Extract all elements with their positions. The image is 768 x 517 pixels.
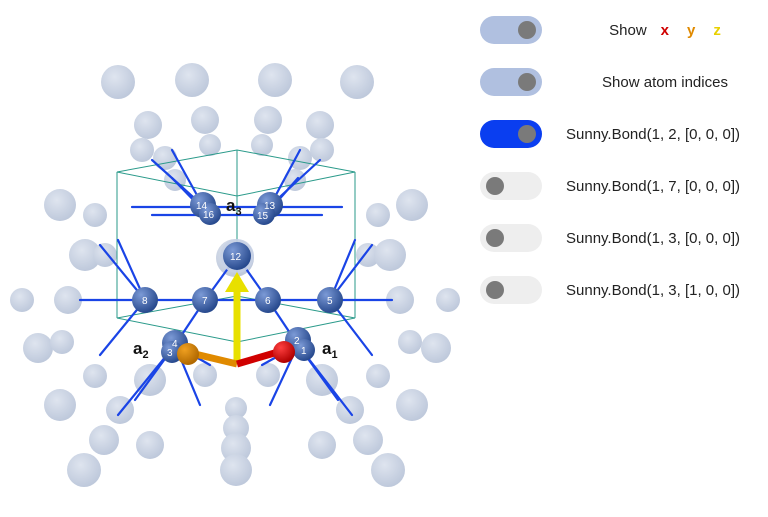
atom-label-12: 12 bbox=[230, 252, 242, 263]
lattice-vector-a2-label: a2 bbox=[133, 339, 149, 361]
atom-3 bbox=[161, 341, 183, 363]
bond-1-2-toggle[interactable] bbox=[480, 120, 542, 148]
z-axis-legend: z bbox=[713, 22, 721, 39]
atom-label-7: 7 bbox=[202, 296, 208, 307]
toggle-knob bbox=[486, 177, 504, 195]
bond-row-2: Sunny.Bond(1, 7, [0, 0, 0]) bbox=[470, 170, 768, 202]
bond-1-3-toggle[interactable] bbox=[480, 224, 542, 252]
show-axes-row: Show x y z bbox=[470, 14, 768, 46]
bond-1-7-label: Sunny.Bond(1, 7, [0, 0, 0]) bbox=[566, 178, 740, 195]
axes-arrows bbox=[177, 272, 295, 368]
atom-label-16: 16 bbox=[203, 210, 215, 221]
atom-7 bbox=[192, 287, 218, 313]
x-axis-arrowhead bbox=[273, 341, 295, 363]
x-axis-arrow bbox=[236, 348, 279, 368]
atom-15 bbox=[253, 203, 275, 225]
atom-label-8: 8 bbox=[142, 296, 148, 307]
y-axis-arrowhead bbox=[177, 343, 199, 365]
bond-row-1: Sunny.Bond(1, 2, [0, 0, 0]) bbox=[470, 118, 768, 150]
crystal-scene: 14 16 13 15 12 8 7 6 5 4 3 2 1 a3 bbox=[10, 63, 460, 487]
toggle-knob bbox=[518, 21, 536, 39]
bond-1-3-label: Sunny.Bond(1, 3, [0, 0, 0]) bbox=[566, 230, 740, 247]
toggle-knob bbox=[518, 125, 536, 143]
y-axis-legend: y bbox=[687, 22, 696, 39]
show-axes-label: Show x y z bbox=[570, 22, 760, 39]
lattice-vector-a1-label: a1 bbox=[322, 339, 338, 361]
atom-6 bbox=[255, 287, 281, 313]
atom-label-14: 14 bbox=[196, 201, 208, 212]
atom-16 bbox=[199, 203, 221, 225]
show-label: Show bbox=[609, 22, 647, 39]
show-atom-indices-label: Show atom indices bbox=[602, 74, 728, 91]
bond-1-3-shift-label: Sunny.Bond(1, 3, [1, 0, 0]) bbox=[566, 282, 740, 299]
bond-row-3: Sunny.Bond(1, 3, [0, 0, 0]) bbox=[470, 222, 768, 254]
atom-label-2: 2 bbox=[294, 336, 300, 347]
toggle-knob bbox=[486, 281, 504, 299]
atom-label-6: 6 bbox=[265, 296, 271, 307]
atom-label-13: 13 bbox=[264, 201, 276, 212]
ghost-atoms bbox=[10, 63, 460, 487]
atom-1 bbox=[293, 339, 315, 361]
show-atom-indices-row: Show atom indices bbox=[470, 66, 768, 98]
atom-8 bbox=[132, 287, 158, 313]
bond-1-2-label: Sunny.Bond(1, 2, [0, 0, 0]) bbox=[566, 126, 740, 143]
bond-row-4: Sunny.Bond(1, 3, [1, 0, 0]) bbox=[470, 274, 768, 306]
show-axes-toggle[interactable] bbox=[480, 16, 542, 44]
z-axis-arrowhead bbox=[225, 272, 249, 292]
atom-label-1: 1 bbox=[301, 346, 307, 357]
atom-label-3: 3 bbox=[167, 348, 173, 359]
lattice-vector-a3-label: a3 bbox=[226, 196, 242, 218]
atom-label-5: 5 bbox=[327, 296, 333, 307]
bond-1-7-toggle[interactable] bbox=[480, 172, 542, 200]
controls-panel: Show x y z Show atom indices Sunny.Bond(1, … bbox=[470, 0, 768, 512]
atom-label-15: 15 bbox=[257, 211, 269, 222]
x-axis-legend: x bbox=[660, 22, 670, 39]
toggle-knob bbox=[518, 73, 536, 91]
atom-label-4: 4 bbox=[172, 339, 178, 350]
toggle-knob bbox=[486, 229, 504, 247]
atom-12 bbox=[223, 242, 251, 270]
y-axis-arrow bbox=[194, 350, 238, 368]
atom-5 bbox=[317, 287, 343, 313]
crystal-3d-viewport[interactable]: 14 16 13 15 12 8 7 6 5 4 3 2 1 a3 bbox=[0, 0, 460, 512]
atom-index-labels: 14 16 13 15 12 8 7 6 5 4 3 2 1 bbox=[142, 201, 333, 359]
show-atom-indices-toggle[interactable] bbox=[480, 68, 542, 96]
bond-1-3-shift-toggle[interactable] bbox=[480, 276, 542, 304]
